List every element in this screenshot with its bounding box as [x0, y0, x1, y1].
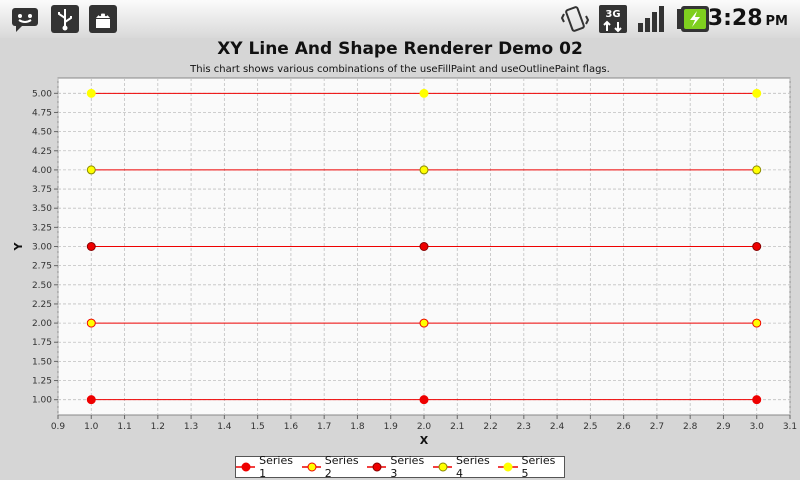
- legend-item-series-3: Series 3: [367, 454, 433, 480]
- x-tick-label: 2.6: [616, 422, 631, 432]
- y-tick-label: 3.25: [32, 223, 52, 233]
- x-tick-label: 0.9: [51, 422, 66, 432]
- series-2-point: [86, 318, 96, 328]
- series-3-point: [752, 242, 762, 251]
- svg-text:3G: 3G: [605, 9, 620, 20]
- series-5-point: [419, 88, 429, 98]
- y-tick-label: 2.50: [32, 281, 52, 291]
- legend-label: Series 5: [521, 454, 556, 480]
- y-tick-label: 4.50: [32, 128, 52, 138]
- legend-symbol: [498, 462, 518, 472]
- y-tick-label: 4.75: [32, 108, 52, 118]
- y-tick-label: 5.00: [32, 89, 52, 99]
- x-tick-label: 1.1: [117, 422, 131, 432]
- y-tick-label: 1.75: [32, 338, 52, 348]
- status-bar: 3G 3:28 PM: [0, 0, 800, 39]
- x-axis-label: X: [420, 434, 429, 447]
- series-4-point: [419, 165, 429, 175]
- series-1-point: [419, 395, 429, 405]
- series-5-point: [752, 88, 762, 98]
- x-tick-label: 2.5: [583, 422, 597, 432]
- android-debug-icon[interactable]: [88, 4, 118, 34]
- series-3-point: [419, 242, 429, 251]
- y-tick-label: 3.75: [32, 185, 52, 195]
- usb-icon[interactable]: [50, 4, 80, 34]
- y-axis-label: Y: [12, 241, 25, 251]
- series-1-point: [86, 395, 96, 405]
- x-tick-label: 3.0: [750, 422, 765, 432]
- legend-symbol: [301, 462, 321, 472]
- series-4-point: [86, 165, 96, 175]
- y-tick-label: 3.50: [32, 204, 52, 214]
- 3g-data-icon: 3G: [599, 5, 627, 33]
- x-tick-label: 2.2: [483, 422, 497, 432]
- clock-ampm: PM: [765, 14, 788, 29]
- series-3-point: [86, 242, 96, 251]
- x-tick-label: 1.6: [284, 422, 299, 432]
- chart-legend: Series 1 Series 2 Series 3 Series 4 Series 5: [235, 454, 565, 480]
- x-tick-label: 1.2: [151, 422, 165, 432]
- y-tick-label: 2.75: [32, 262, 52, 272]
- legend-symbol: [236, 462, 256, 472]
- x-tick-label: 2.4: [550, 422, 565, 432]
- legend-item-series-4: Series 4: [432, 454, 499, 480]
- legend-item-series-5: Series 5: [498, 454, 564, 480]
- status-clock: 3:28 PM: [708, 6, 788, 31]
- legend-symbol: [432, 462, 452, 472]
- legend-label: Series 4: [455, 454, 490, 480]
- x-tick-label: 1.7: [317, 422, 331, 432]
- chart-area: XY Line And Shape Renderer Demo 02 This …: [0, 38, 800, 480]
- x-tick-label: 1.9: [384, 422, 399, 432]
- legend-item-series-2: Series 2: [301, 454, 368, 480]
- y-tick-label: 3.00: [32, 243, 52, 253]
- x-tick-label: 2.9: [716, 422, 731, 432]
- chart-subtitle: This chart shows various combinations of…: [190, 64, 610, 75]
- y-tick-label: 2.00: [32, 319, 52, 329]
- vibrate-icon: [560, 6, 590, 32]
- x-tick-label: 2.1: [450, 422, 464, 432]
- y-tick-label: 4.25: [32, 147, 52, 157]
- x-tick-label: 2.0: [417, 422, 432, 432]
- legend-symbol: [367, 462, 387, 472]
- legend-item-series-1: Series 1: [236, 454, 302, 480]
- chart-title: XY Line And Shape Renderer Demo 02: [217, 39, 583, 59]
- clock-time: 3:28: [707, 6, 763, 31]
- series-5-point: [86, 88, 96, 98]
- x-tick-label: 2.8: [683, 422, 698, 432]
- y-tick-label: 1.25: [32, 377, 52, 387]
- signal-strength-icon: [638, 6, 664, 32]
- x-tick-label: 1.8: [350, 422, 365, 432]
- y-tick-label: 2.25: [32, 300, 52, 310]
- x-tick-label: 1.3: [184, 422, 198, 432]
- chat-notification-icon[interactable]: [10, 4, 40, 34]
- x-tick-label: 1.0: [84, 422, 99, 432]
- y-tick-label: 4.00: [32, 166, 52, 176]
- series-2-point: [752, 318, 762, 328]
- series-2-point: [419, 318, 429, 328]
- series-4-point: [752, 165, 762, 175]
- x-tick-label: 1.5: [250, 422, 264, 432]
- legend-label: Series 1: [259, 454, 293, 480]
- y-tick-label: 1.50: [32, 357, 52, 367]
- x-tick-label: 3.1: [783, 422, 797, 432]
- plot-canvas[interactable]: 0.9 1.0 1.1 1.2 1.3 1.4 1.5 1.6 1.7 1.8 1.9 2.0 2.1 2…: [0, 38, 800, 480]
- legend-label: Series 2: [324, 454, 359, 480]
- x-tick-label: 2.7: [650, 422, 664, 432]
- x-tick-label: 2.3: [517, 422, 531, 432]
- y-tick-label: 1.00: [32, 396, 52, 406]
- battery-charging-icon: [677, 6, 709, 32]
- series-1-point: [752, 395, 762, 405]
- x-tick-label: 1.4: [217, 422, 232, 432]
- legend-label: Series 3: [390, 454, 425, 480]
